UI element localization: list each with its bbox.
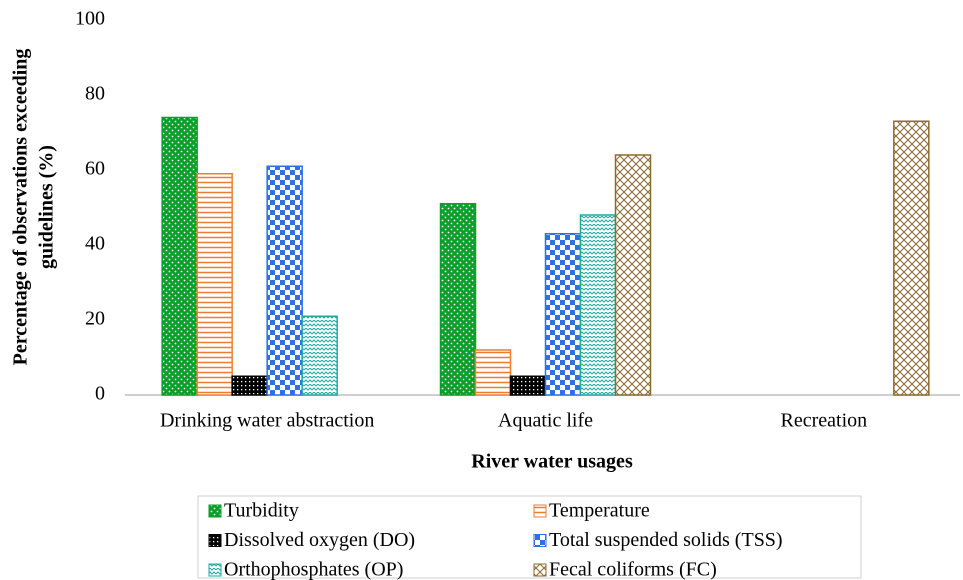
legend-label: Orthophosphates (OP) <box>224 559 403 580</box>
bar <box>893 120 930 396</box>
legend-swatch <box>208 534 222 547</box>
legend-swatch <box>533 534 547 547</box>
y-tick-label: 0 <box>95 383 105 405</box>
bar <box>474 349 512 396</box>
y-tick-label: 100 <box>75 8 105 30</box>
bar <box>509 375 547 396</box>
legend-label: Fecal coliforms (FC) <box>549 559 717 580</box>
x-tick-label: Recreation <box>781 410 868 432</box>
bar <box>579 214 617 396</box>
bar <box>231 375 268 396</box>
legend-swatch <box>208 504 222 518</box>
legend-label: Turbidity <box>224 500 299 522</box>
y-axis-title: guidelines (%) <box>36 145 58 269</box>
legend-label: Total suspended solids (TSS) <box>549 529 783 551</box>
bar <box>161 116 198 396</box>
y-tick-label: 80 <box>85 83 105 105</box>
x-tick-label: Aquatic life <box>498 410 593 432</box>
legend-swatch <box>533 504 547 518</box>
bar <box>614 154 652 396</box>
bar <box>544 233 582 396</box>
legend-box <box>197 495 862 579</box>
legend-label: Temperature <box>549 500 650 522</box>
x-tick-label: Drinking water abstraction <box>160 410 374 432</box>
y-tick-label: 40 <box>85 233 105 255</box>
bar <box>196 173 233 396</box>
legend-swatch <box>533 563 547 577</box>
y-tick-label: 20 <box>85 308 105 330</box>
bar <box>439 203 477 396</box>
legend-swatch <box>208 563 222 577</box>
legend-label: Dissolved oxygen (DO) <box>224 529 415 551</box>
bar <box>266 165 303 396</box>
bar <box>301 315 338 396</box>
y-tick-label: 60 <box>85 158 105 180</box>
y-axis-title: Percentage of observations exceeding <box>10 49 32 366</box>
x-axis-title: River water usages <box>471 451 633 473</box>
